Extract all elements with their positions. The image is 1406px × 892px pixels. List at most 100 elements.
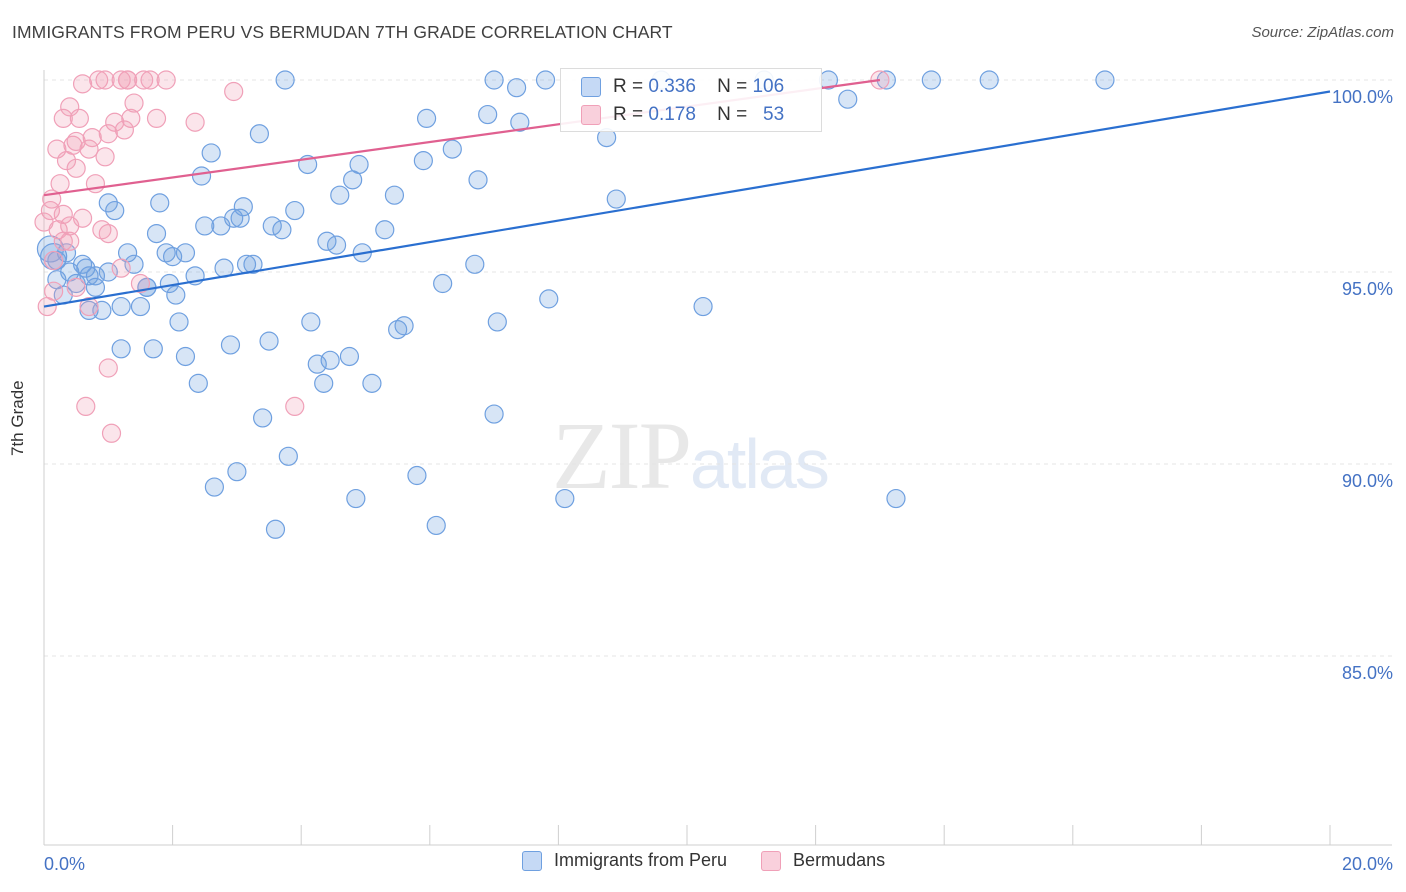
data-point-peru [166, 285, 186, 305]
data-point-bermudan [69, 108, 89, 129]
y-tick-label: 85.0% [1342, 663, 1393, 683]
data-point-bermudan [95, 147, 115, 167]
correlation-legend: R = 0.336 N = 106 R = 0.178 N = 53 [560, 68, 822, 132]
data-point-peru [253, 408, 273, 428]
data-point-peru [1095, 70, 1115, 90]
data-point-bermudan [44, 281, 64, 301]
legend-r-value-bermudans: 0.178 [648, 104, 696, 125]
data-point-peru [478, 104, 498, 125]
y-tick-label: 100.0% [1332, 87, 1393, 107]
data-point-bermudan [111, 70, 131, 90]
data-point-peru [484, 70, 504, 90]
data-point-peru [204, 477, 224, 497]
data-point-bermudan [89, 70, 109, 90]
trend-line-peru [43, 90, 1331, 308]
series-legend-peru: Immigrants from Peru [522, 850, 727, 871]
data-point-bermudan [124, 93, 144, 113]
data-point-peru [188, 373, 208, 393]
data-point-peru [416, 108, 437, 129]
data-point-peru [407, 465, 427, 486]
watermark-zip: ZIP [552, 402, 692, 509]
data-point-peru [111, 296, 131, 317]
data-point-bermudan [48, 220, 68, 240]
data-point-bermudan [50, 174, 70, 194]
data-point-peru [146, 224, 167, 244]
data-point-peru [394, 316, 414, 336]
data-point-peru [98, 262, 118, 282]
data-point-bermudan [98, 358, 118, 378]
data-point-peru [79, 266, 99, 286]
chart-title: IMMIGRANTS FROM PERU VS BERMUDAN 7TH GRA… [12, 22, 673, 42]
data-point-peru [507, 78, 527, 98]
source-credit: Source: ZipAtlas.com [1251, 24, 1394, 41]
series-swatch-bermudans [761, 850, 782, 871]
data-point-peru [468, 170, 488, 190]
data-point-peru [262, 216, 282, 236]
legend-n-value-peru: 106 [752, 76, 785, 97]
data-point-peru [349, 154, 369, 175]
data-point-peru [195, 216, 215, 236]
data-point-peru [105, 200, 125, 221]
data-point-peru [169, 312, 189, 332]
data-point-peru [85, 266, 106, 286]
data-point-peru [384, 185, 405, 205]
data-point-peru [175, 243, 196, 263]
data-point-peru [301, 312, 321, 332]
data-point-peru [285, 200, 305, 221]
data-point-bermudan [79, 296, 99, 317]
legend-n-value-bermudans: 53 [763, 104, 785, 125]
data-point-peru [249, 124, 270, 144]
data-point-bermudan [130, 273, 151, 294]
data-point-peru [317, 231, 337, 251]
series-label-peru: Immigrants from Peru [554, 850, 728, 870]
data-point-bermudan [185, 112, 205, 132]
data-point-peru [339, 346, 360, 367]
data-point-peru [539, 289, 559, 309]
data-point-peru [375, 220, 395, 240]
data-point-peru [111, 339, 131, 359]
data-point-peru [163, 247, 183, 267]
data-point-peru [150, 193, 170, 213]
data-point-peru [487, 312, 507, 332]
data-point-bermudan [98, 224, 118, 244]
data-point-bermudan [105, 112, 125, 132]
data-point-bermudan [44, 250, 64, 271]
data-point-bermudan [134, 70, 154, 90]
y-tick-label: 95.0% [1342, 279, 1393, 299]
data-point-bermudan [82, 128, 102, 148]
data-point-bermudan [114, 120, 134, 140]
data-point-bermudan [285, 396, 305, 416]
data-point-peru [265, 519, 286, 539]
x-tick-label: 20.0% [1342, 854, 1393, 874]
series-legend-bermudans: Bermudans [761, 850, 885, 871]
data-point-peru [346, 488, 366, 509]
data-point-bermudan [146, 108, 167, 129]
legend-n-label: N = [717, 104, 748, 125]
data-point-peru [465, 254, 485, 274]
data-point-peru [92, 300, 112, 320]
legend-text-bermudans: R = 0.178 N = 53 [613, 104, 784, 126]
data-point-bermudan [224, 81, 244, 102]
data-point-peru [230, 208, 250, 228]
legend-swatch-bermudans [581, 105, 601, 125]
data-point-peru [330, 185, 350, 205]
data-point-peru [124, 254, 144, 274]
data-point-peru [175, 346, 196, 367]
data-point-peru [227, 462, 247, 482]
data-point-peru [413, 151, 433, 171]
data-point-peru [272, 220, 292, 240]
data-point-peru [275, 70, 295, 90]
data-point-peru [143, 339, 163, 359]
data-point-peru [886, 488, 906, 509]
data-point-peru [191, 166, 212, 186]
data-point-bermudan [156, 70, 176, 90]
data-point-bermudan [121, 108, 141, 129]
data-point-peru [426, 515, 446, 536]
data-point-peru [693, 296, 713, 317]
data-point-peru [307, 354, 327, 374]
data-point-peru [320, 350, 340, 370]
series-swatch-peru [522, 850, 542, 871]
data-point-bermudan [72, 208, 93, 228]
data-point-bermudan [53, 108, 73, 129]
